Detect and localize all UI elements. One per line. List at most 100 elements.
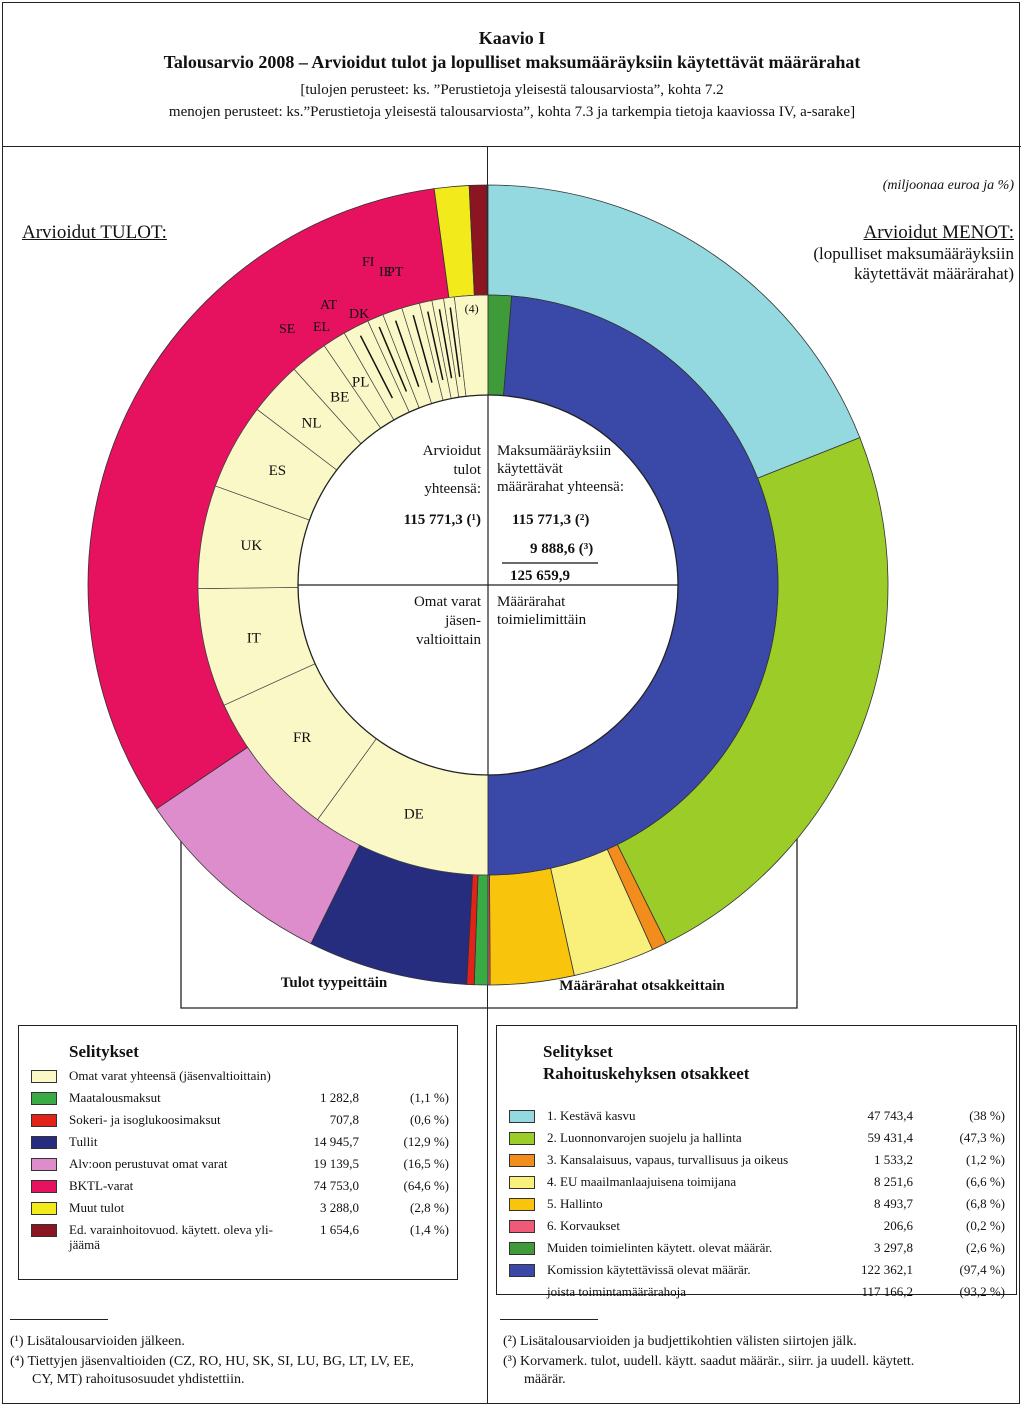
legend-left-swatch <box>31 1114 57 1127</box>
legend-left-label-cont: jäämä <box>69 1237 101 1252</box>
legend-right-value: 8 251,6 <box>874 1174 913 1189</box>
legend-right-row: Muiden toimielinten käytett. olevat määr… <box>509 1240 1005 1260</box>
center-right-top-3: määrärahat yhteensä: <box>497 479 624 495</box>
legend-left-swatch <box>31 1158 57 1171</box>
legend-left-row: Tullit 14 945,7 (12,9 %) <box>31 1134 449 1154</box>
legend-right-title: Selitykset <box>543 1042 613 1061</box>
legend-left-value: 1 654,6 <box>320 1222 359 1237</box>
member-state-label: SE <box>279 322 295 337</box>
legend-left-row: Muut tulot 3 288,0 (2,8 %) <box>31 1200 449 1220</box>
legend-right-label: Muiden toimielinten käytett. olevat määr… <box>547 1240 773 1255</box>
member-state-label: UK <box>241 538 263 554</box>
legend-left-swatch <box>31 1136 57 1149</box>
legend-left-percent: (16,5 %) <box>403 1156 450 1171</box>
legend-left-row: Omat varat yhteensä (jäsenvaltioittain) <box>31 1068 449 1088</box>
legend-right-label: 5. Hallinto <box>547 1196 603 1211</box>
footnote-left-1: (¹) Lisätalousarvioiden jälkeen. <box>10 1334 185 1349</box>
member-state-label: IE <box>379 265 392 280</box>
legend-right-percent: (1,2 %) <box>966 1152 1005 1167</box>
right-heading-sub-2: käytettävät määrärahat) <box>854 264 1014 283</box>
member-state-leader <box>394 320 420 388</box>
legend-left-row: Ed. varainhoitovuod. käytett. oleva yli-… <box>31 1222 449 1252</box>
center-right-bottom-1: Määrärahat <box>497 594 566 610</box>
legend-left-value: 1 282,8 <box>320 1090 359 1105</box>
center-left-top-3: yhteensä: <box>424 481 481 497</box>
legend-right-label: 1. Kestävä kasvu <box>547 1108 636 1123</box>
legend-right-swatch <box>509 1176 535 1189</box>
member-state-leader <box>378 326 408 392</box>
legend-right-swatch <box>509 1110 535 1123</box>
member-state-label: (4) <box>465 301 479 315</box>
legend-right-swatch <box>509 1264 535 1277</box>
member-state-leader <box>412 314 433 383</box>
legend-left-percent: (1,4 %) <box>410 1222 449 1237</box>
legend-left-percent: (64,6 %) <box>403 1178 450 1193</box>
center-right-value-1: 115 771,3 (²) <box>512 512 589 528</box>
footnote-left-2: (⁴) Tiettyjen jäsenvaltioiden (CZ, RO, H… <box>10 1354 414 1369</box>
figure-subtitle: Talousarvio 2008 – Arvioidut tulot ja lo… <box>163 52 861 72</box>
center-left-total: 115 771,3 (¹) <box>404 512 481 528</box>
legend-right-row: 6. Korvaukset 206,6 (0,2 %) <box>509 1218 1005 1238</box>
legend-left-value: 19 139,5 <box>313 1156 360 1171</box>
legend-left-label: Maatalousmaksut <box>69 1090 161 1105</box>
member-state-label: FR <box>293 730 311 746</box>
legend-left-label: Alv:oon perustuvat omat varat <box>69 1156 228 1171</box>
legend-right: Selitykset Rahoituskehyksen otsakkeet 1.… <box>496 1025 1017 1299</box>
footnote-right-1: (²) Lisätalousarvioiden ja budjettikohti… <box>503 1334 857 1349</box>
member-state-label: PT <box>387 265 404 280</box>
member-state-label: EL <box>313 320 330 335</box>
right-heading: Arvioidut MENOT: <box>863 222 1014 243</box>
legend-left-value: 74 753,0 <box>313 1178 360 1193</box>
legend-right-label: 4. EU maailmanlaajuisena toimijana <box>547 1174 737 1189</box>
legend-right-value: 1 533,2 <box>874 1152 913 1167</box>
center-left-top-2: tulot <box>453 462 481 478</box>
legend-right-row: Komission käytettävissä olevat määrär. 12… <box>509 1262 1005 1282</box>
ring-caption-right: Määrärahat otsakkeittain <box>559 978 725 994</box>
legend-left-value: 3 288,0 <box>320 1200 359 1215</box>
footnote-right-3: määrär. <box>524 1372 566 1387</box>
footnote-rule-right <box>500 1319 598 1320</box>
member-state-label: BE <box>330 389 349 405</box>
legend-right-swatch <box>509 1198 535 1211</box>
left-heading: Arvioidut TULOT: <box>22 222 167 243</box>
legend-right-percent: (47,3 %) <box>959 1130 1006 1145</box>
legend-left-label: BKTL-varat <box>69 1178 134 1193</box>
center-right-top-2: käytettävät <box>497 461 564 477</box>
header-divider <box>2 146 1021 147</box>
legend-right-label: 2. Luonnonvarojen suojelu ja hallinta <box>547 1130 742 1145</box>
legend-right-label: 6. Korvaukset <box>547 1218 620 1233</box>
legend-left-row: Sokeri- ja isoglukoosimaksut 707,8 (0,6 %) <box>31 1112 449 1132</box>
legend-right-label: 3. Kansalaisuus, vapaus, turvallisuus ja… <box>547 1152 789 1167</box>
legend-right-percent: (6,6 %) <box>966 1174 1005 1189</box>
legend-right-swatch <box>509 1242 535 1255</box>
figure-note-2: menojen perusteet: ks.”Perustietoja ylei… <box>168 104 856 120</box>
units-label: (miljoonaa euroa ja %) <box>882 178 1014 193</box>
legend-left-row: BKTL-varat 74 753,0 (64,6 %) <box>31 1178 449 1198</box>
legend-left-swatch <box>31 1202 57 1215</box>
legend-right-value: 3 297,8 <box>874 1240 913 1255</box>
member-state-label: PL <box>352 375 370 391</box>
center-left-bottom-2: jäsen- <box>444 613 481 629</box>
legend-right-row: 3. Kansalaisuus, vapaus, turvallisuus ja… <box>509 1152 1005 1172</box>
legend-right-percent: (97,4 %) <box>959 1262 1006 1277</box>
legend-right-value: 47 743,4 <box>867 1108 914 1123</box>
legend-right-row: 1. Kestävä kasvu 47 743,4 (38 %) <box>509 1108 1005 1128</box>
member-state-label: ES <box>269 463 287 479</box>
legend-right-label: joista toimintamäärärahoja <box>547 1284 686 1299</box>
center-left-top-1: Arvioidut <box>423 443 482 459</box>
right-heading-sub-1: (lopulliset maksumääräyksiin <box>813 244 1014 263</box>
center-right-sum: 125 659,9 <box>510 568 570 584</box>
legend-left-title: Selitykset <box>69 1042 139 1061</box>
member-state-leader <box>427 311 444 381</box>
figure-title: Kaavio I <box>478 28 546 48</box>
legend-right-value: 59 431,4 <box>867 1130 914 1145</box>
legend-right-percent: (38 %) <box>969 1108 1005 1123</box>
member-state-label: FI <box>362 255 375 270</box>
legend-right-row: joista toimintamäärärahoja 117 166,2 (93,2… <box>509 1284 1005 1304</box>
footnote-left-3: CY, MT) rahoitusosuudet yhdistettiin. <box>32 1372 245 1387</box>
legend-left-value: 707,8 <box>329 1112 359 1127</box>
legend-left-swatch <box>31 1180 57 1193</box>
legend-left-swatch <box>31 1224 57 1237</box>
